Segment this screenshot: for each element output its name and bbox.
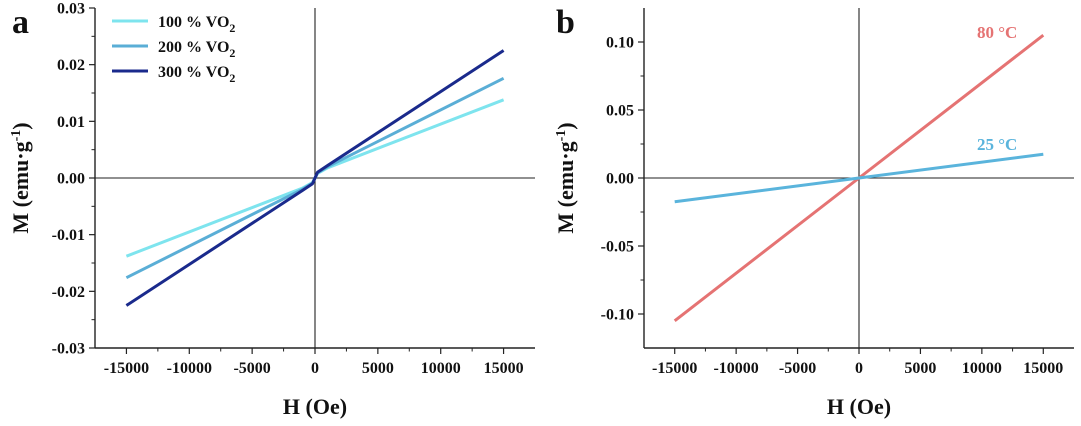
y-tick-label: -0.10 [601, 307, 634, 324]
x-tick-label: -15000 [652, 360, 697, 377]
x-tick-label: 0 [855, 360, 863, 377]
x-tick-label: -15000 [104, 360, 149, 377]
panel-letter: b [556, 4, 575, 41]
x-tick-label: -5000 [779, 360, 816, 377]
x-axis-title: H (Oe) [283, 394, 347, 419]
series-annotation-2: 25 °C [977, 135, 1017, 154]
y-tick-label: 0.00 [57, 171, 85, 188]
y-tick-label: -0.02 [52, 284, 85, 301]
legend-label-3: 300 % VO2 [158, 64, 235, 85]
x-tick-label: 10000 [962, 360, 1002, 377]
legend-label-2: 200 % VO2 [158, 39, 235, 60]
y-axis-title: M (emu·g-1) [8, 122, 33, 233]
x-tick-label: 5000 [904, 360, 936, 377]
x-tick-label: 15000 [1023, 360, 1063, 377]
legend-label-1: 100 % VO2 [158, 14, 235, 35]
y-tick-label: -0.03 [52, 341, 85, 358]
y-tick-label: 0.01 [57, 114, 85, 131]
x-tick-label: -10000 [167, 360, 212, 377]
y-tick-label: 0.00 [606, 171, 634, 188]
y-tick-label: 0.02 [57, 57, 85, 74]
x-tick-label: -5000 [233, 360, 270, 377]
chart-panel-b: b -15000 -10000 -5000 0 5000 10000 15000 -0.10 -0… [553, 4, 1074, 419]
y-tick-label: -0.05 [601, 239, 634, 256]
legend: 100 % VO2 200 % VO2 300 % VO2 [112, 14, 235, 85]
y-axis-title: M (emu·g-1) [553, 122, 578, 233]
series-line-3 [125, 49, 505, 307]
series-line-2 [674, 152, 1044, 204]
y-tick-label: 0.10 [606, 35, 634, 52]
chart-panel-a: a -15000 -10000 -5000 0 5000 10000 15000 -0.03 -0… [8, 1, 535, 419]
x-tick-label: 0 [311, 360, 319, 377]
y-tick-label: -0.01 [52, 227, 85, 244]
x-axis-title: H (Oe) [827, 394, 891, 419]
x-tick-label: -10000 [713, 360, 758, 377]
x-tick-label: 10000 [421, 360, 461, 377]
series-annotation-1: 80 °C [977, 23, 1017, 42]
x-tick-label: 15000 [484, 360, 524, 377]
x-tick-label: 5000 [362, 360, 394, 377]
y-tick-label: 0.03 [57, 1, 85, 18]
panel-letter: a [12, 4, 29, 41]
y-tick-label: 0.05 [606, 103, 634, 120]
